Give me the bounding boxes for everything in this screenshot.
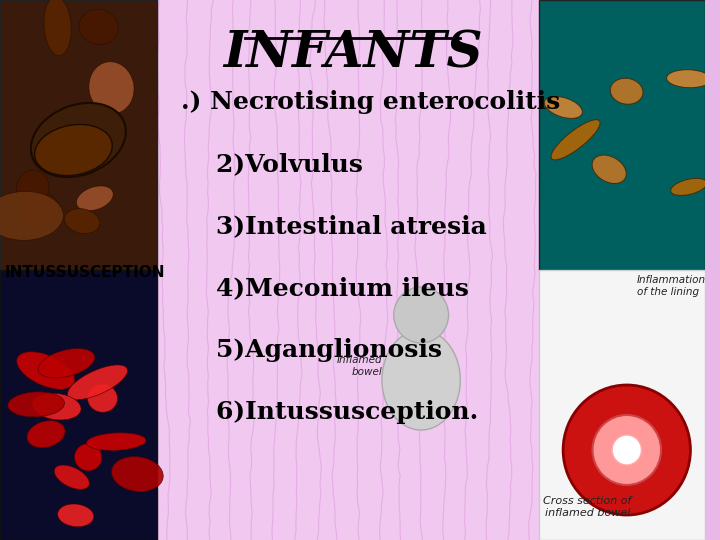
Ellipse shape <box>0 191 63 240</box>
Text: 2)Volvulus: 2)Volvulus <box>181 152 363 176</box>
Ellipse shape <box>54 465 89 489</box>
Ellipse shape <box>17 352 75 389</box>
Ellipse shape <box>592 155 626 184</box>
Ellipse shape <box>31 103 126 177</box>
FancyBboxPatch shape <box>539 0 705 270</box>
Ellipse shape <box>611 78 643 104</box>
Ellipse shape <box>38 348 95 378</box>
Ellipse shape <box>382 330 460 430</box>
Text: 4)Meconium ileus: 4)Meconium ileus <box>181 276 469 300</box>
Text: INTUSSUSCEPTION: INTUSSUSCEPTION <box>5 265 166 280</box>
Ellipse shape <box>64 208 100 233</box>
Text: 5)Aganglionosis: 5)Aganglionosis <box>181 338 442 362</box>
Ellipse shape <box>87 384 117 413</box>
Ellipse shape <box>76 186 113 211</box>
Ellipse shape <box>79 10 118 44</box>
Ellipse shape <box>74 444 102 471</box>
Circle shape <box>394 287 449 343</box>
Ellipse shape <box>112 456 163 491</box>
FancyBboxPatch shape <box>157 0 539 540</box>
Ellipse shape <box>32 393 81 420</box>
Ellipse shape <box>44 0 71 56</box>
Ellipse shape <box>8 392 65 417</box>
Ellipse shape <box>544 97 582 118</box>
Ellipse shape <box>17 170 49 206</box>
FancyBboxPatch shape <box>0 0 157 270</box>
Ellipse shape <box>86 433 146 450</box>
Text: Inflammation
of the lining: Inflammation of the lining <box>636 275 706 296</box>
Text: 6)Intussusception.: 6)Intussusception. <box>181 400 478 424</box>
Text: Inflamed
bowel: Inflamed bowel <box>336 355 382 376</box>
Text: Cross section of
inflamed bowel: Cross section of inflamed bowel <box>544 496 631 518</box>
Text: INFANTS: INFANTS <box>222 30 482 79</box>
Ellipse shape <box>551 120 600 160</box>
Ellipse shape <box>27 421 65 448</box>
Ellipse shape <box>671 178 707 195</box>
Ellipse shape <box>667 70 711 87</box>
Ellipse shape <box>19 194 59 229</box>
Ellipse shape <box>58 504 94 527</box>
Ellipse shape <box>89 62 134 114</box>
Circle shape <box>612 435 642 465</box>
Text: .) Necrotising enterocolitis: .) Necrotising enterocolitis <box>181 90 560 114</box>
FancyBboxPatch shape <box>0 270 157 540</box>
Ellipse shape <box>35 124 112 176</box>
Text: 3)Intestinal atresia: 3)Intestinal atresia <box>181 214 487 238</box>
FancyBboxPatch shape <box>539 270 705 540</box>
Circle shape <box>563 385 690 515</box>
Circle shape <box>593 415 661 485</box>
Ellipse shape <box>68 365 127 400</box>
